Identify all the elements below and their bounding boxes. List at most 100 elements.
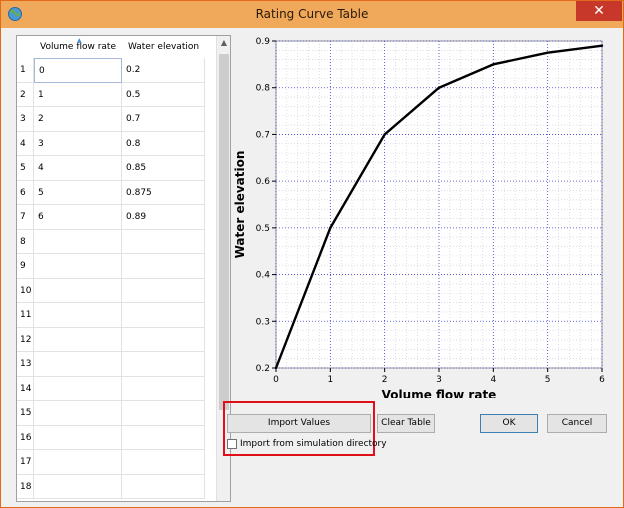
flow-rate-cell[interactable] — [34, 474, 122, 499]
flow-rate-cell[interactable] — [34, 425, 122, 450]
table-row[interactable]: 11 — [17, 303, 216, 328]
table-row[interactable]: 12 — [17, 327, 216, 352]
table-row[interactable]: 1 0 0.2 — [17, 58, 216, 83]
y-axis-label: Water elevation — [233, 151, 247, 259]
water-elevation-cell[interactable]: 0.7 — [122, 107, 205, 132]
water-elevation-cell[interactable]: 0.875 — [122, 180, 205, 205]
water-elevation-cell[interactable]: 0.2 — [122, 58, 205, 83]
row-number-cell: 1 — [17, 58, 34, 83]
y-tick-label: 0.3 — [256, 317, 270, 327]
flow-rate-cell[interactable] — [34, 327, 122, 352]
table-row[interactable]: 7 6 0.89 — [17, 205, 216, 230]
water-elevation-cell[interactable] — [122, 450, 205, 475]
scroll-up-arrow-icon[interactable]: ▲ — [220, 38, 228, 47]
data-point — [546, 51, 549, 54]
flow-rate-cell[interactable] — [34, 229, 122, 254]
water-elevation-cell[interactable] — [122, 474, 205, 499]
row-number-cell: 15 — [17, 401, 34, 426]
rating-curve-chart: 0 1 2 3 4 5 6 0.2 0.3 0.4 0.5 0.6 0.7 0.8 0.9 Volume fl… — [232, 28, 616, 402]
sort-indicator-icon: ▲ — [77, 37, 82, 44]
water-elevation-cell[interactable]: 0.5 — [122, 82, 205, 107]
row-number-cell: 9 — [17, 254, 34, 279]
water-elevation-cell[interactable] — [122, 278, 205, 303]
row-number-cell: 8 — [17, 229, 34, 254]
column-header-flow[interactable]: Volume flow rate — [39, 42, 116, 52]
import-values-button[interactable]: Import Values — [227, 414, 371, 433]
table-row[interactable]: 6 5 0.875 — [17, 180, 216, 205]
cancel-button[interactable]: Cancel — [547, 414, 607, 433]
water-elevation-cell[interactable] — [122, 352, 205, 377]
plot-area — [275, 40, 603, 369]
water-elevation-cell[interactable]: 0.85 — [122, 156, 205, 181]
import-highlight-box — [223, 401, 375, 456]
flow-rate-cell[interactable]: 3 — [34, 131, 122, 156]
dialog-body: Volume flow rate ▲ Water elevation 1 0 0.2… — [8, 28, 616, 502]
water-elevation-cell[interactable] — [122, 303, 205, 328]
table-row[interactable]: 9 — [17, 254, 216, 279]
row-number-cell: 12 — [17, 327, 34, 352]
flow-rate-cell[interactable]: 4 — [34, 156, 122, 181]
row-number-cell: 6 — [17, 180, 34, 205]
table-row[interactable]: 13 — [17, 352, 216, 377]
water-elevation-cell[interactable] — [122, 327, 205, 352]
x-tick-label: 0 — [273, 375, 279, 385]
table-row[interactable]: 14 — [17, 376, 216, 401]
flow-rate-cell[interactable] — [34, 352, 122, 377]
y-tick-label: 0.6 — [256, 177, 271, 187]
y-tick-label: 0.8 — [256, 84, 271, 94]
row-number-cell: 11 — [17, 303, 34, 328]
flow-rate-cell[interactable] — [34, 278, 122, 303]
flow-rate-cell[interactable]: 1 — [34, 82, 122, 107]
flow-rate-cell[interactable]: 2 — [34, 107, 122, 132]
water-elevation-cell[interactable]: 0.89 — [122, 205, 205, 230]
title-bar[interactable]: Rating Curve Table ✕ — [1, 1, 623, 28]
table-row[interactable]: 17 — [17, 450, 216, 475]
table-row[interactable]: 10 — [17, 278, 216, 303]
close-button[interactable]: ✕ — [576, 1, 622, 21]
app-globe-icon — [8, 7, 22, 21]
table-header: Volume flow rate ▲ Water elevation — [17, 36, 217, 58]
window-title: Rating Curve Table — [255, 7, 369, 21]
flow-rate-cell[interactable]: 0 — [34, 58, 122, 83]
y-tick-label: 0.2 — [256, 364, 270, 374]
flow-rate-cell[interactable]: 6 — [34, 205, 122, 230]
table-row[interactable]: 3 2 0.7 — [17, 107, 216, 132]
x-tick-label: 2 — [382, 375, 388, 385]
rating-table[interactable]: Volume flow rate ▲ Water elevation 1 0 0.2… — [16, 35, 231, 502]
table-row[interactable]: 5 4 0.85 — [17, 156, 216, 181]
table-vertical-scrollbar[interactable]: ▲ — [216, 36, 230, 501]
table-row[interactable]: 16 — [17, 425, 216, 450]
data-point — [329, 226, 332, 230]
table-row[interactable]: 2 1 0.5 — [17, 82, 216, 107]
clear-table-button[interactable]: Clear Table — [377, 414, 435, 433]
x-axis-label: Volume flow rate — [382, 388, 497, 398]
table-row[interactable]: 4 3 0.8 — [17, 131, 216, 156]
flow-rate-cell[interactable] — [34, 376, 122, 401]
water-elevation-cell[interactable] — [122, 376, 205, 401]
data-point — [383, 133, 386, 136]
import-from-sim-checkbox[interactable] — [227, 439, 237, 449]
flow-rate-cell[interactable]: 5 — [34, 180, 122, 205]
flow-rate-cell[interactable] — [34, 303, 122, 328]
data-point — [600, 44, 604, 47]
water-elevation-cell[interactable] — [122, 401, 205, 426]
water-elevation-cell[interactable] — [122, 425, 205, 450]
ok-button[interactable]: OK — [480, 414, 538, 433]
row-number-header — [17, 36, 34, 58]
row-number-cell: 18 — [17, 474, 34, 499]
row-number-cell: 17 — [17, 450, 34, 475]
flow-rate-cell[interactable] — [34, 401, 122, 426]
flow-rate-cell[interactable] — [34, 254, 122, 279]
column-header-elevation[interactable]: Water elevation — [127, 42, 200, 52]
water-elevation-cell[interactable] — [122, 229, 205, 254]
table-row[interactable]: 15 — [17, 401, 216, 426]
x-tick-label: 5 — [545, 375, 551, 385]
scroll-thumb[interactable] — [219, 54, 229, 410]
water-elevation-cell[interactable]: 0.8 — [122, 131, 205, 156]
x-tick-label: 1 — [327, 375, 333, 385]
water-elevation-cell[interactable] — [122, 254, 205, 279]
table-row[interactable]: 8 — [17, 229, 216, 254]
flow-rate-cell[interactable] — [34, 450, 122, 475]
table-row[interactable]: 18 — [17, 474, 216, 499]
